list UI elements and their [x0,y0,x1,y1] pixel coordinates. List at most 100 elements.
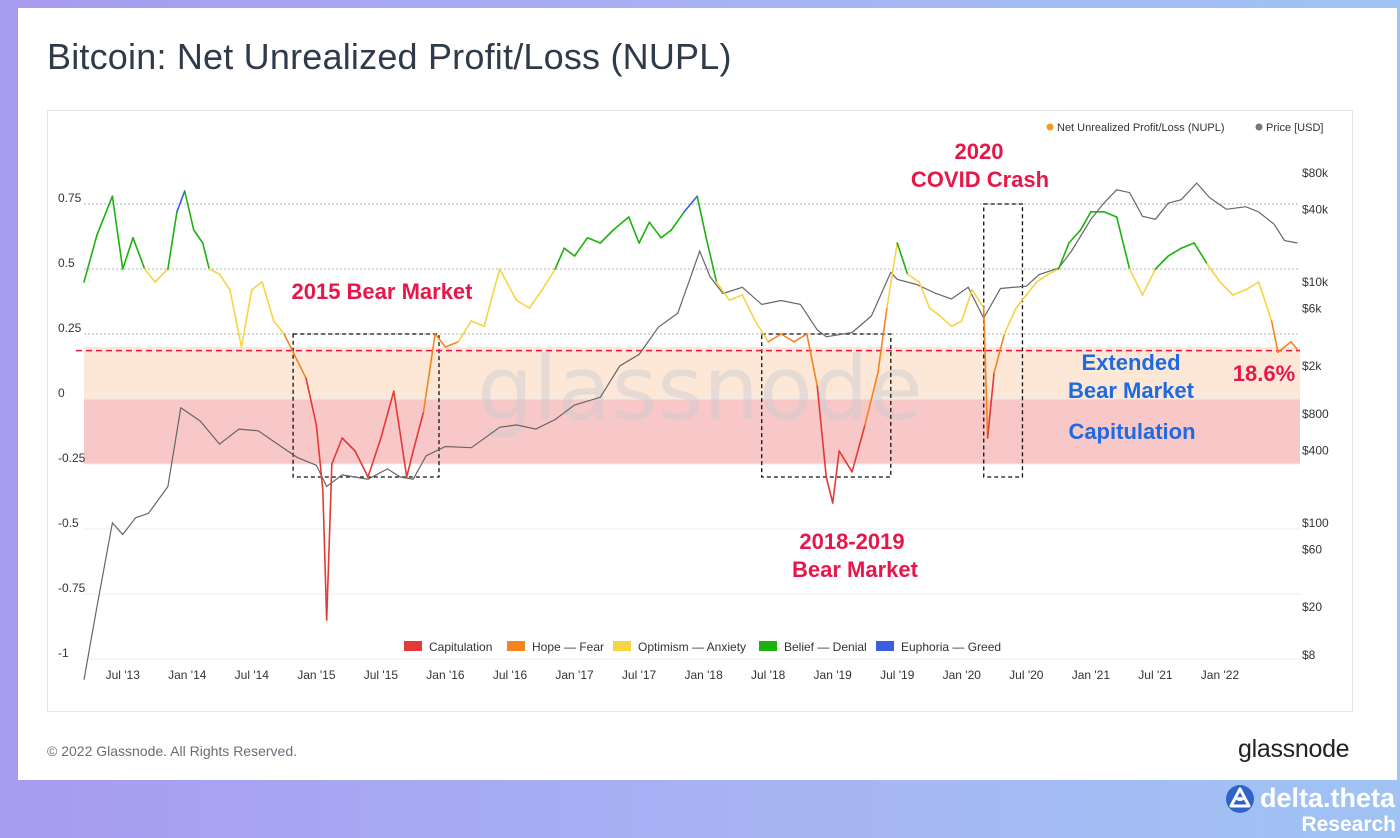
brand-sub: Research [1301,813,1396,836]
copyright-text: © 2022 Glassnode. All Rights Reserved. [47,743,298,759]
nupl-segment [1068,229,1082,244]
x-tick: Jul '18 [751,668,786,682]
y-right-tick: $60 [1302,543,1322,557]
nupl-segment [1244,281,1260,291]
nupl-segment [96,195,114,236]
legend-price-dot [1255,123,1263,131]
nupl-segment [132,237,146,270]
nupl-segment [1047,268,1060,275]
nupl-segment [354,450,369,478]
nupl-segment [825,476,834,504]
legend-label: Hope — Fear [532,640,604,654]
nupl-segment [728,294,744,301]
y-right-tick: $2k [1302,359,1322,373]
nupl-segment [906,273,920,283]
legend-label: Euphoria — Greed [901,640,1001,654]
nupl-segment [1283,341,1292,348]
nupl-segment [183,190,195,231]
nupl-segment [1057,242,1070,270]
nupl-segment [444,341,460,348]
x-tick: Jan '17 [555,668,594,682]
nupl-segment [670,211,686,231]
nupl-segment [1270,320,1279,353]
delta-theta-icon [1226,785,1254,813]
x-tick: Jan '22 [1201,668,1240,682]
nupl-segment [154,268,169,283]
nupl-segment [261,281,275,322]
y-right-tick: $400 [1302,443,1329,457]
nupl-segment [367,437,382,478]
legend-label: Belief — Denial [784,640,867,654]
nupl-segment [218,273,231,291]
x-tick: Jul '15 [364,668,399,682]
y-right-tick: $20 [1302,600,1322,614]
nupl-segment [296,359,307,380]
nupl-chart: 0.75 0.5 0.25 0 -0.25 -0.5 -0.75 -1 glassnode $80… [58,122,1329,682]
x-tick: Jul '14 [235,668,270,682]
nupl-segment [1079,211,1092,231]
y-right-tick: $80k [1302,166,1329,180]
nupl-segment [928,307,941,317]
nupl-segment [971,289,985,309]
label-capitulation: Capitulation [1068,419,1195,444]
nupl-segment [192,229,204,244]
nupl-segment [1219,281,1234,296]
nupl-segment [660,229,673,239]
y-right-tick: $100 [1302,516,1329,530]
nupl-segment [1167,247,1183,257]
nupl-segment [599,229,615,244]
nupl-segment [554,247,566,270]
x-tick: Jan '21 [1072,668,1111,682]
x-tick: Jan '20 [943,668,982,682]
price-line [83,182,1298,680]
nupl-segment [412,411,425,452]
chart-container: 0.75 0.5 0.25 0 -0.25 -0.5 -0.75 -1 glassnode $80… [47,110,1353,712]
nupl-segment [272,320,285,335]
nupl-segment [851,424,866,473]
nupl-segment [754,320,769,343]
nupl-segment [405,450,414,478]
y-right-tick: $10k [1302,275,1329,289]
y-left-tick: -1 [58,646,69,660]
nupl-segment [715,281,731,301]
x-tick: Jul '20 [1009,668,1044,682]
nupl-segment [918,281,931,309]
label-extended-line1: Extended [1081,350,1180,375]
nupl-segment [380,390,395,439]
glassnode-logo: glassnode [1238,735,1350,763]
nupl-segment [741,294,757,322]
nupl-segment [1180,242,1195,249]
nupl-segment [483,268,501,327]
nupl-segment [612,216,630,231]
nupl-segment [1277,346,1286,353]
legend-swatch [613,641,631,651]
nupl-segment [528,289,544,309]
y-right-tick: $8 [1302,648,1316,662]
nupl-segment [586,237,602,244]
nupl-segment [886,242,899,309]
x-tick: Jan '19 [814,668,853,682]
y-left-tick: 0.75 [58,191,82,205]
x-tick: Jan '16 [426,668,465,682]
nupl-segment [315,424,324,491]
legend-label: Optimism — Anxiety [638,640,746,654]
x-tick: Jul '17 [622,668,657,682]
label-extended-line2: Bear Market [1068,378,1195,403]
nupl-segment [541,268,556,291]
legend-swatch [759,641,777,651]
nupl-segment [422,333,436,413]
legend-nupl-dot [1046,123,1054,131]
nupl-segment [1141,268,1157,296]
nupl-segment [83,234,98,283]
x-tick: Jul '21 [1138,668,1173,682]
nupl-segment [331,437,343,465]
nupl-segment [950,320,963,327]
annotation-box [292,333,440,478]
nupl-segment [648,221,662,239]
nupl-segment [939,315,953,327]
nupl-segment [1206,263,1221,283]
y-left-tick: -0.25 [58,451,86,465]
nupl-segment [498,268,518,301]
nupl-segment [705,237,718,283]
nupl-segment [696,195,707,239]
